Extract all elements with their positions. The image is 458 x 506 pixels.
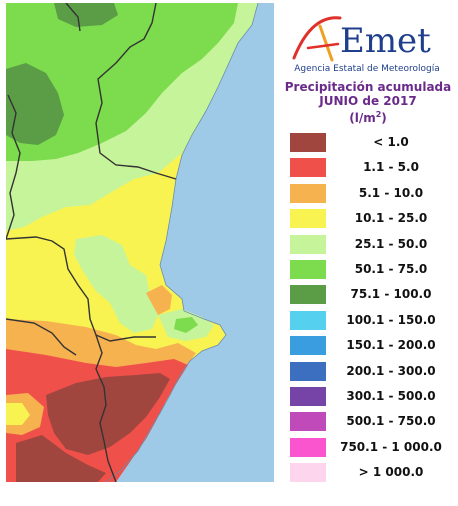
land-zone-50-75: [6, 3, 238, 161]
svg-text:Emet: Emet: [340, 21, 431, 61]
legend-item: 5.1 - 10.0: [290, 182, 450, 207]
land-zone-50-75-small: [174, 317, 198, 333]
precipitation-map: [6, 3, 274, 482]
legend-label: < 1.0: [373, 135, 409, 149]
legend-item: 1.1 - 5.0: [290, 156, 450, 181]
legend-label: 200.1 - 300.0: [346, 363, 436, 378]
legend-swatch: [290, 183, 326, 203]
legend-swatch: [290, 158, 326, 178]
coastline: [105, 3, 259, 482]
land-zone-75-100-west: [6, 63, 64, 145]
legend-swatch: [290, 361, 326, 381]
title-line-1: Precipitación acumulada: [284, 80, 452, 94]
land-zone-5-10-coast: [146, 285, 172, 315]
legend-item: 75.1 - 100.0: [290, 283, 450, 308]
legend-swatch: [290, 209, 326, 229]
legend-swatch: [290, 234, 326, 254]
aemet-logo-mark: Emet: [292, 16, 431, 62]
legend-swatch: [290, 412, 326, 432]
title-line-2: JUNIO de 2017: [319, 94, 417, 108]
land-zone-10-25-sw: [6, 403, 30, 425]
legend-swatch: [290, 133, 326, 152]
aemet-logo: Emet Agencia Estatal de Meteorología: [286, 8, 448, 78]
legend-label: 100.1 - 150.0: [346, 312, 436, 327]
legend-item: 25.1 - 50.0: [290, 233, 450, 258]
legend-label: 5.1 - 10.0: [358, 185, 424, 200]
province-borders: [6, 3, 177, 482]
legend-label: 300.1 - 500.0: [346, 388, 436, 403]
legend-item: 300.1 - 500.0: [290, 385, 450, 410]
legend-label: 10.1 - 25.0: [354, 211, 428, 226]
legend-item: 500.1 - 750.0: [290, 410, 450, 435]
land-zone-lt-1-south: [16, 435, 106, 482]
legend-label: > 1 000.0: [358, 465, 424, 480]
map-title: Precipitación acumulada JUNIO de 2017 (l…: [278, 80, 458, 125]
legend-item: 750.1 - 1 000.0: [290, 436, 450, 461]
legend-item: 150.1 - 200.0: [290, 334, 450, 359]
legend-list: < 1.0 1.1 - 5.0 5.1 - 10.0 10.1 - 25.0 25.1 …: [290, 131, 450, 486]
legend-label: 500.1 - 750.0: [346, 414, 436, 429]
legend-swatch: [290, 386, 326, 406]
legend-label: 50.1 - 75.0: [354, 261, 428, 276]
legend-item: 200.1 - 300.0: [290, 360, 450, 385]
title-unit: (l/m2): [349, 110, 387, 125]
land-zone-25-50-central: [74, 235, 158, 333]
legend-panel: Emet Agencia Estatal de Meteorología Pre…: [278, 0, 458, 506]
legend-item: 50.1 - 75.0: [290, 258, 450, 283]
legend-swatch: [290, 463, 326, 483]
agency-name: Agencia Estatal de Meteorología: [294, 64, 440, 74]
land-zone-lt-1: [46, 373, 170, 455]
legend-label: 25.1 - 50.0: [354, 236, 428, 251]
land-zone-75-100: [54, 3, 118, 27]
map-svg: [6, 3, 274, 482]
legend-label: 75.1 - 100.0: [350, 287, 432, 302]
legend-swatch: [290, 336, 326, 356]
legend-item: 10.1 - 25.0: [290, 207, 450, 232]
legend-swatch: [290, 259, 326, 279]
legend-swatch: [290, 437, 326, 457]
legend-swatch: [290, 285, 326, 305]
legend-item: > 1 000.0: [290, 461, 450, 486]
legend-item: 100.1 - 150.0: [290, 309, 450, 334]
legend-label: 1.1 - 5.0: [363, 160, 419, 175]
legend-label: 750.1 - 1 000.0: [340, 439, 442, 454]
legend-swatch: [290, 310, 326, 330]
legend-item: < 1.0: [290, 131, 450, 156]
legend-label: 150.1 - 200.0: [346, 338, 436, 353]
